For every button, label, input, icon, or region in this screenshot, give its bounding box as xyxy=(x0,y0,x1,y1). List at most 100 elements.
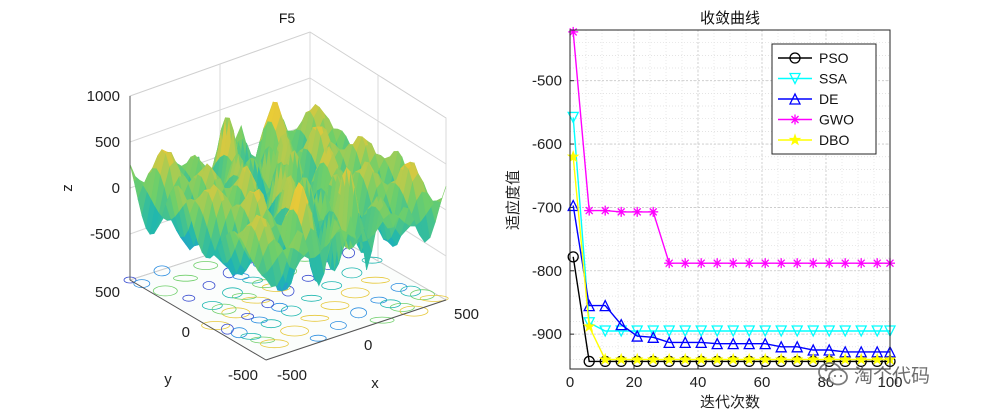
y-tick-label: -600 xyxy=(532,136,562,153)
surface-ylabel: y xyxy=(164,371,172,388)
data-point-gwo xyxy=(856,258,867,269)
floor-contour xyxy=(301,294,322,302)
data-point-gwo xyxy=(712,258,723,269)
data-point-ssa xyxy=(839,325,852,338)
data-point-dbo xyxy=(582,319,596,332)
data-point-dbo xyxy=(630,352,644,365)
x-tick-neg500: -500 xyxy=(277,367,307,384)
surface-patch xyxy=(435,186,447,203)
data-point-dbo xyxy=(758,352,772,365)
data-point-de xyxy=(679,335,692,349)
data-point-gwo xyxy=(840,258,851,269)
series-line-ssa xyxy=(572,117,890,332)
legend-marker-dbo xyxy=(788,133,802,146)
data-point-de xyxy=(567,199,580,212)
data-point-gwo xyxy=(808,258,819,269)
floor-contour xyxy=(240,332,262,340)
x-tick-label: 60 xyxy=(754,374,771,391)
floor-contour xyxy=(280,325,310,337)
data-point-dbo xyxy=(614,352,628,365)
data-point-ssa xyxy=(615,325,628,338)
floor-contour xyxy=(222,287,243,299)
data-point-gwo xyxy=(744,258,755,269)
series-dbo xyxy=(566,149,897,365)
legend-label: SSA xyxy=(819,71,848,87)
surface-title: F5 xyxy=(279,10,296,26)
floor-contour xyxy=(220,323,234,335)
data-point-ssa xyxy=(663,325,676,338)
floor-contour xyxy=(399,305,429,317)
floor-contour xyxy=(173,274,198,282)
data-point-ssa xyxy=(695,325,708,338)
data-point-ssa xyxy=(871,325,884,338)
data-point-ssa xyxy=(647,325,660,338)
data-point-ssa xyxy=(823,325,836,338)
data-point-gwo xyxy=(792,258,803,269)
data-point-ssa xyxy=(567,111,580,124)
x-tick-0: 0 xyxy=(364,337,372,354)
series-line-de xyxy=(572,205,890,353)
floor-contour xyxy=(390,282,408,292)
plot-x-ticks: 0 20 40 60 80 100 xyxy=(566,374,903,391)
floor-contour xyxy=(341,267,363,279)
data-point-de xyxy=(759,337,772,350)
data-point-ssa xyxy=(855,325,868,338)
y-tick-0: 0 xyxy=(182,324,190,341)
floor-contour xyxy=(202,281,216,290)
legend-item-dbo: DBO xyxy=(778,132,849,148)
data-point-dbo xyxy=(726,352,740,365)
z-tick-500: 500 xyxy=(95,134,120,151)
floor-contour xyxy=(193,261,219,270)
data-point-ssa xyxy=(679,325,692,338)
surface-mesh xyxy=(129,101,447,292)
plot-series xyxy=(566,26,897,368)
data-point-dbo xyxy=(822,352,836,365)
data-point-gwo xyxy=(824,258,835,269)
z-tick-1000: 1000 xyxy=(87,88,120,105)
data-point-gwo xyxy=(728,258,739,269)
y-tick-label: -500 xyxy=(532,73,562,90)
data-point-gwo xyxy=(664,258,675,269)
data-point-dbo xyxy=(598,352,612,365)
floor-contour xyxy=(133,279,151,289)
legend-label: PSO xyxy=(819,50,849,66)
data-point-dbo xyxy=(646,352,660,365)
watermark: 淘个代码 xyxy=(818,354,998,394)
floor-contour xyxy=(153,265,171,277)
data-point-dbo xyxy=(742,352,756,365)
legend-marker-pso xyxy=(789,52,801,64)
y-tick-500: 500 xyxy=(95,284,120,301)
z-tick-neg500: -500 xyxy=(90,226,120,243)
surface-xlabel: x xyxy=(371,375,379,392)
legend-item-gwo: GWO xyxy=(778,112,854,128)
legend-label: DBO xyxy=(819,132,849,148)
data-point-dbo xyxy=(854,352,868,365)
legend-label: GWO xyxy=(819,112,854,128)
surface-front-edges xyxy=(129,96,447,361)
data-point-gwo xyxy=(696,258,707,269)
data-point-dbo xyxy=(678,352,692,365)
floor-contour xyxy=(320,301,350,311)
data-point-dbo xyxy=(790,352,804,365)
floor-contour xyxy=(400,285,422,297)
data-point-ssa xyxy=(807,325,820,338)
data-point-pso xyxy=(583,355,595,368)
x-tick-label: 20 xyxy=(626,374,643,391)
floor-contour xyxy=(260,319,282,329)
data-point-ssa xyxy=(631,325,644,338)
x-tick-500: 500 xyxy=(454,306,479,323)
data-point-pso xyxy=(567,251,579,263)
y-tick-label: -900 xyxy=(532,326,562,343)
surface-x-ticks: -500 0 500 xyxy=(277,306,479,384)
data-point-dbo xyxy=(806,352,820,365)
data-point-gwo xyxy=(872,258,883,269)
data-point-dbo xyxy=(774,352,788,365)
data-point-dbo xyxy=(870,352,884,365)
watermark-text: 淘个代码 xyxy=(854,364,931,387)
x-tick-label: 0 xyxy=(566,374,574,391)
data-point-de xyxy=(631,329,644,342)
x-tick-label: 100 xyxy=(877,374,902,391)
data-point-ssa xyxy=(599,325,612,338)
legend-marker-ssa xyxy=(788,72,802,85)
data-point-ssa xyxy=(711,325,724,338)
